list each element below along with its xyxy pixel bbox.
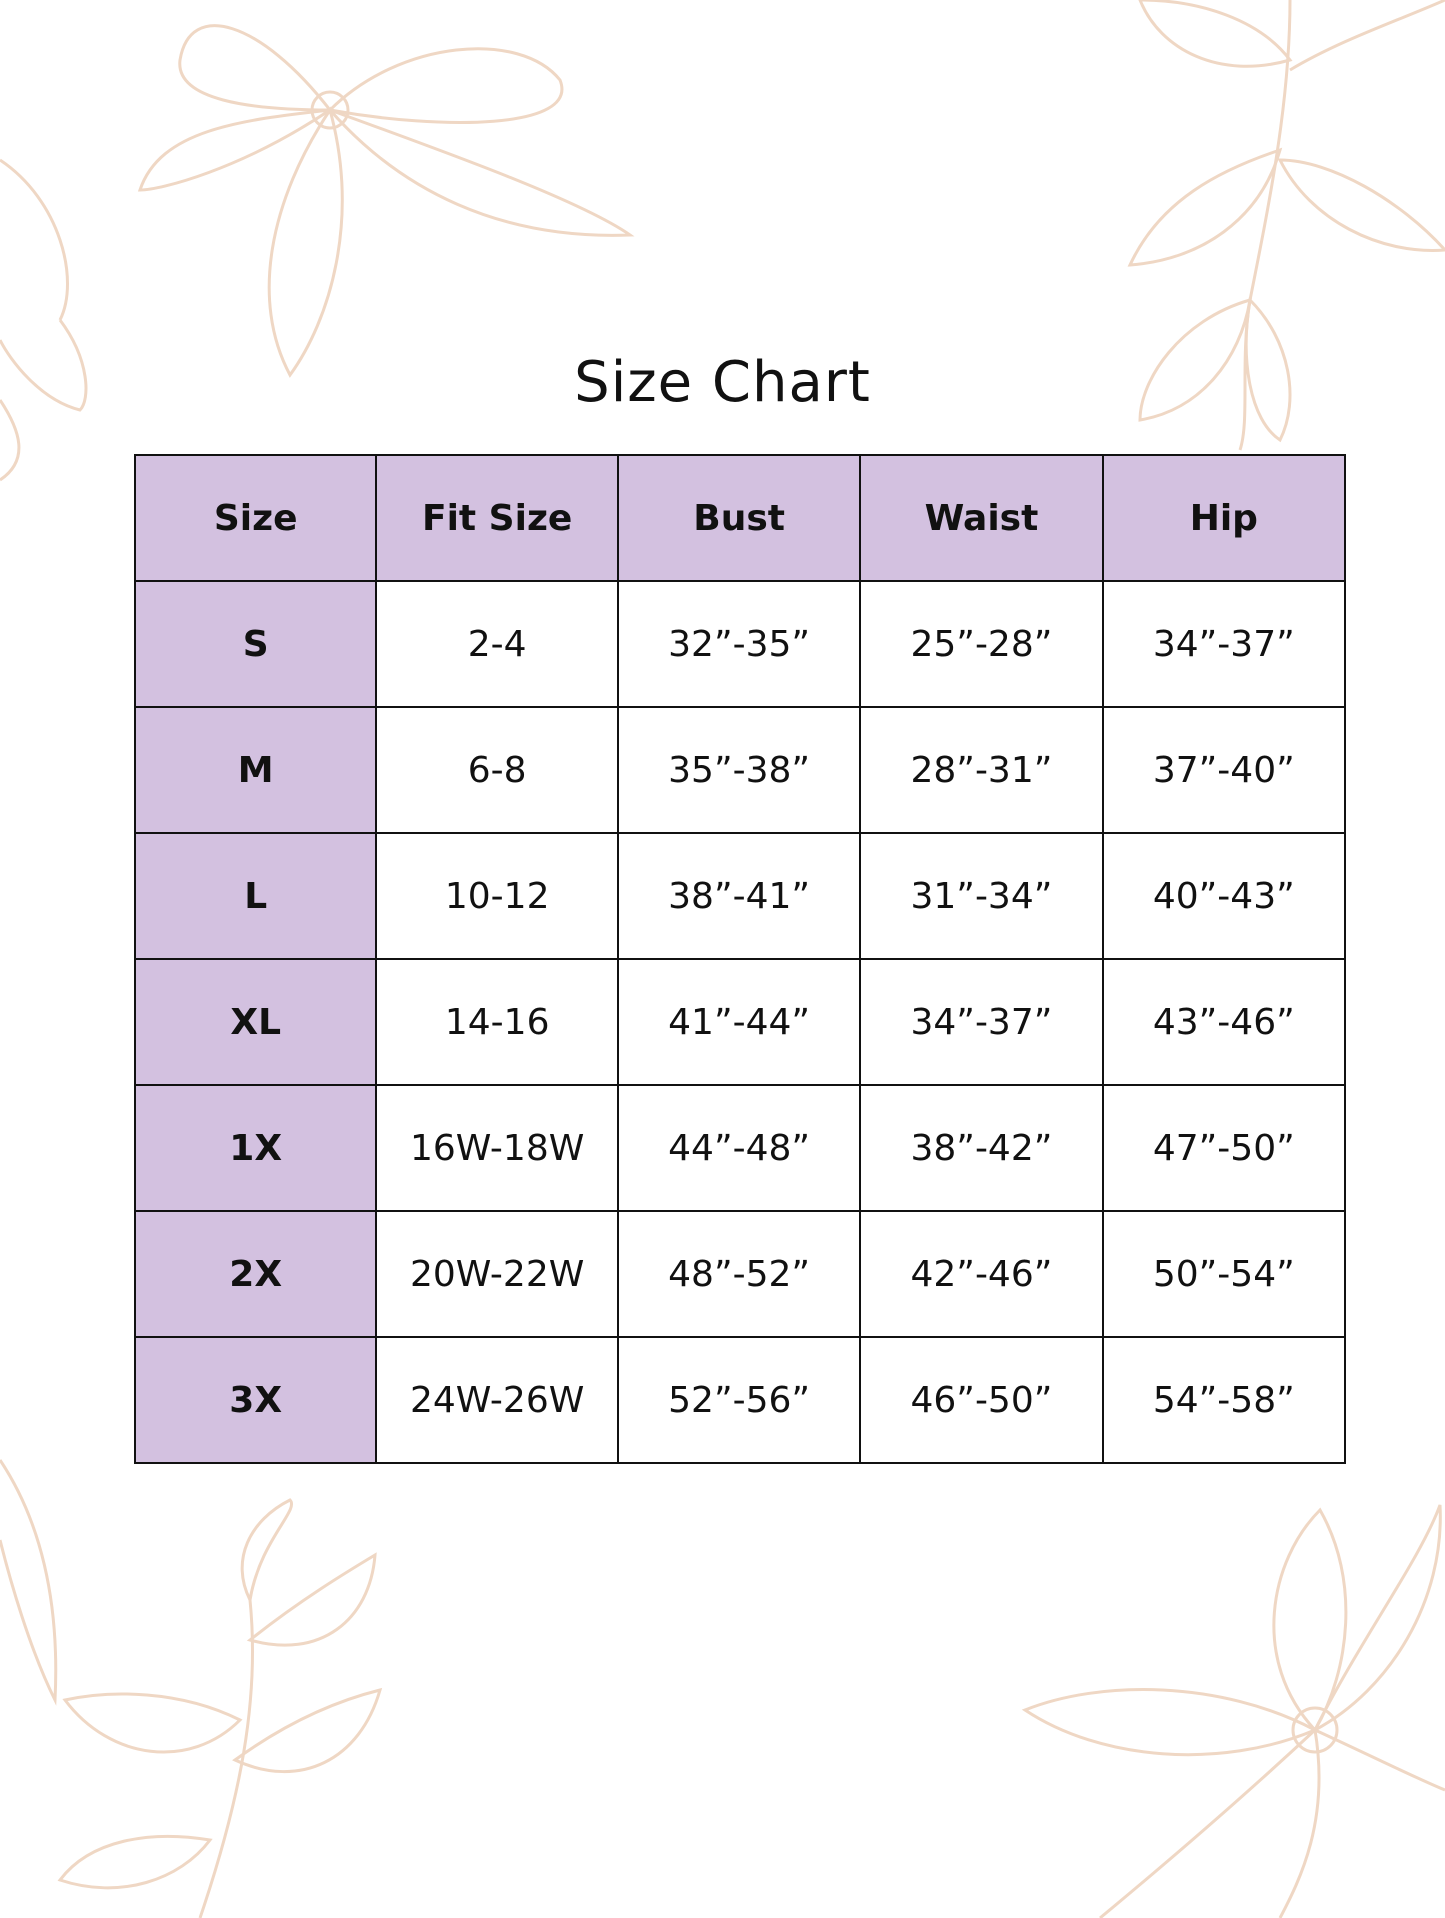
size-cell: 1X (133, 1084, 378, 1212)
column-header: Fit Size (375, 454, 619, 582)
table-header-row: Size Fit Size Bust Waist Hip (133, 454, 1347, 582)
size-cell: L (133, 832, 378, 960)
table-cell: 40”-43” (1101, 832, 1347, 960)
column-header: Hip (1101, 454, 1347, 582)
table-cell: 31”-34” (859, 832, 1104, 960)
table-cell: 25”-28” (859, 580, 1104, 708)
page-title: Size Chart (574, 349, 871, 415)
table-cell: 46”-50” (859, 1336, 1104, 1464)
table-cell: 14-16 (375, 958, 619, 1086)
table-row: S 2-4 32”-35” 25”-28” 34”-37” (133, 580, 1347, 708)
table-row: L 10-12 38”-41” 31”-34” 40”-43” (133, 832, 1347, 960)
table-cell: 20W-22W (375, 1210, 619, 1338)
table-cell: 52”-56” (616, 1336, 862, 1464)
size-chart-table: Size Fit Size Bust Waist Hip S 2-4 32”-35” 25”-… (133, 454, 1347, 1464)
table-cell: 24W-26W (375, 1336, 619, 1464)
table-cell: 47”-50” (1101, 1084, 1347, 1212)
size-cell: 3X (133, 1336, 378, 1464)
size-cell: M (133, 706, 378, 834)
column-header: Size (133, 454, 378, 582)
table-cell: 44”-48” (616, 1084, 862, 1212)
column-header: Waist (859, 454, 1104, 582)
table-row: 2X 20W-22W 48”-52” 42”-46” 50”-54” (133, 1210, 1347, 1338)
table-cell: 50”-54” (1101, 1210, 1347, 1338)
table-cell: 48”-52” (616, 1210, 862, 1338)
size-cell: S (133, 580, 378, 708)
table-cell: 34”-37” (859, 958, 1104, 1086)
flower-bottom-right (1021, 1504, 1445, 1918)
size-cell: 2X (133, 1210, 378, 1338)
table-cell: 6-8 (375, 706, 619, 834)
column-header: Bust (616, 454, 862, 582)
table-row: XL 14-16 41”-44” 34”-37” 43”-46” (133, 958, 1347, 1086)
table-cell: 10-12 (375, 832, 619, 960)
table-cell: 41”-44” (616, 958, 862, 1086)
table-row: M 6-8 35”-38” 28”-31” 37”-40” (133, 706, 1347, 834)
table-cell: 38”-41” (616, 832, 862, 960)
table-cell: 54”-58” (1101, 1336, 1347, 1464)
leaves-bottom-left (0, 1459, 383, 1918)
table-cell: 42”-46” (859, 1210, 1104, 1338)
table-cell: 32”-35” (616, 580, 862, 708)
size-cell: XL (133, 958, 378, 1086)
table-row: 1X 16W-18W 44”-48” 38”-42” 47”-50” (133, 1084, 1347, 1212)
table-cell: 16W-18W (375, 1084, 619, 1212)
table-row: 3X 24W-26W 52”-56” 46”-50” 54”-58” (133, 1336, 1347, 1464)
table-cell: 2-4 (375, 580, 619, 708)
table-cell: 28”-31” (859, 706, 1104, 834)
table-cell: 34”-37” (1101, 580, 1347, 708)
table-cell: 37”-40” (1101, 706, 1347, 834)
table-cell: 43”-46” (1101, 958, 1347, 1086)
table-cell: 38”-42” (859, 1084, 1104, 1212)
table-cell: 35”-38” (616, 706, 862, 834)
